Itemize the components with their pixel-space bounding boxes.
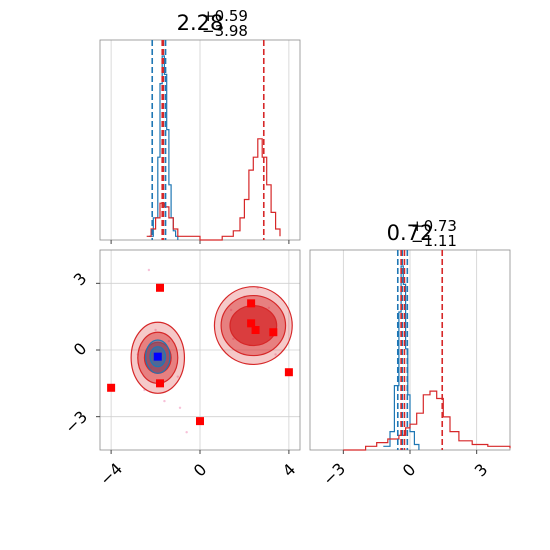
- x0-tick-label: 0: [190, 460, 211, 481]
- y1-tick-label: 0: [70, 339, 91, 360]
- x0-tick-label: 4: [279, 460, 300, 481]
- red-square-marker: [284, 368, 293, 377]
- title-x1: 0.72: [387, 221, 434, 245]
- red-square-marker: [156, 283, 164, 292]
- title-x0: 2.28: [177, 11, 224, 35]
- blue-histogram: [383, 265, 420, 450]
- scatter-point: [185, 431, 188, 434]
- x0-tick-label: −4: [96, 459, 126, 489]
- scatter-point: [229, 308, 233, 312]
- scatter-point: [232, 337, 235, 341]
- y1-tick-label: −3: [61, 407, 91, 437]
- marginal-panel-x0: [99, 39, 301, 244]
- blue-histogram: [148, 55, 179, 240]
- title-x1-sub: −1.11: [411, 232, 457, 250]
- title-x0-value: 2.28: [177, 11, 224, 35]
- title-x1-value: 0.72: [387, 221, 434, 245]
- red-square-marker: [269, 328, 278, 337]
- red-square-marker: [196, 417, 204, 426]
- red-histogram: [343, 390, 511, 451]
- x0-tick-labels: −4 0 4: [96, 459, 299, 489]
- x1-tick-label: 3: [471, 460, 492, 481]
- x1-tick-label: −3: [319, 459, 349, 489]
- blue-square-marker: [153, 352, 162, 361]
- scatter-point: [178, 406, 182, 409]
- scatter-point: [267, 306, 271, 309]
- red-square-marker: [247, 299, 256, 308]
- scatter-point: [147, 268, 151, 272]
- red-histogram: [146, 138, 281, 241]
- title-x0-sub: −3.98: [202, 22, 248, 40]
- scatter-point: [274, 353, 277, 356]
- scatter-point: [167, 339, 171, 343]
- title-x1-sup: +0.73: [411, 217, 457, 235]
- y1-tick-label: 3: [70, 269, 91, 290]
- y1-tick-labels: 3 0 −3: [61, 269, 91, 437]
- x1-tick-label: 0: [399, 460, 420, 481]
- scatter-point: [163, 399, 166, 403]
- red-square-marker: [247, 319, 256, 328]
- title-x0-sup: +0.59: [202, 7, 248, 25]
- red-square-marker: [107, 383, 116, 392]
- scatter-point: [176, 375, 179, 378]
- x1-tick-labels: −3 0 3: [319, 459, 491, 489]
- scatter-point: [154, 328, 157, 332]
- red-square-marker: [251, 326, 260, 334]
- joint-panel: [96, 249, 301, 454]
- marginal-panel-x1: [309, 249, 511, 454]
- red-square-marker: [156, 379, 164, 388]
